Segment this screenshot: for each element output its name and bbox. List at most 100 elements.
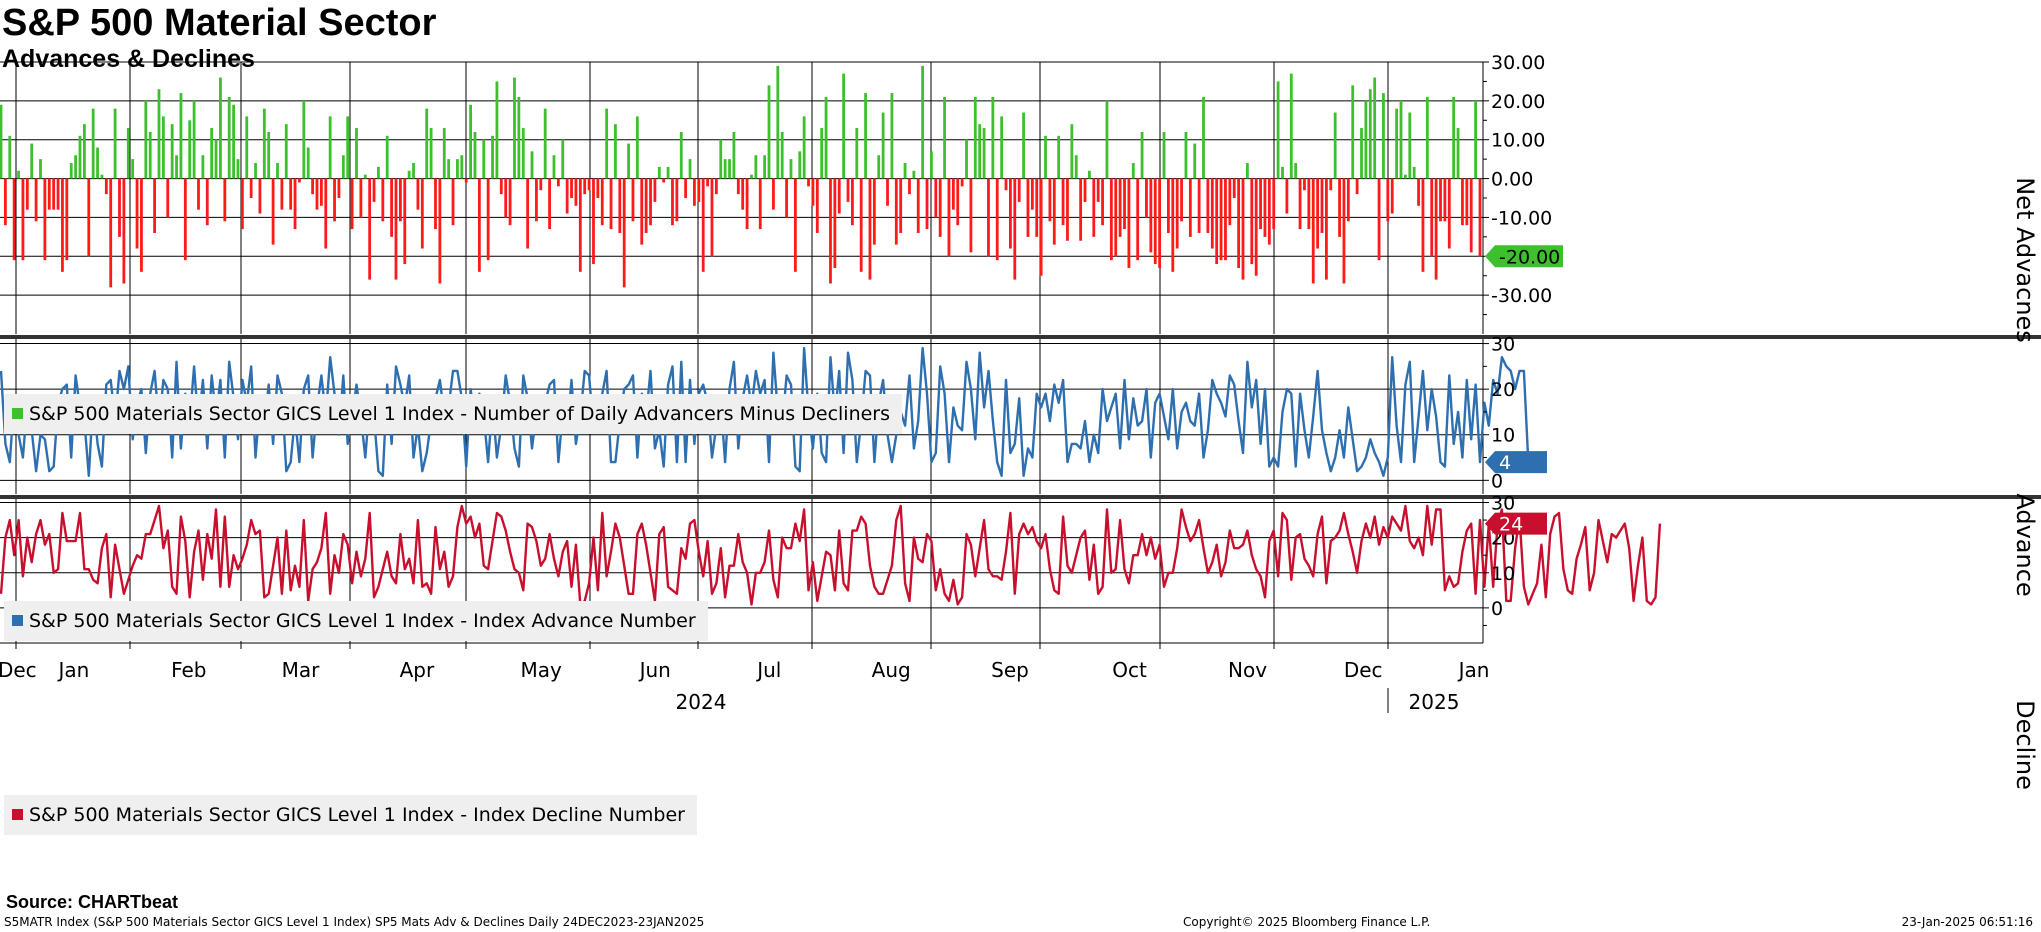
x-month-label: Mar bbox=[282, 658, 321, 682]
net-bar-positive bbox=[1412, 166, 1416, 179]
y-tick-label: 20 bbox=[1491, 379, 1515, 401]
x-month-label: Oct bbox=[1112, 658, 1147, 682]
net-bar-negative bbox=[684, 178, 688, 198]
net-bar-positive bbox=[1289, 73, 1293, 179]
net-bar-negative bbox=[758, 178, 762, 230]
net-bar-positive bbox=[1057, 135, 1061, 179]
net-bar-positive bbox=[39, 159, 42, 179]
net-bar-positive bbox=[1281, 166, 1284, 179]
net-bar-positive bbox=[561, 139, 565, 179]
axis-layer: Net Advacnes Advance Decline 30.00 20.00 1… bbox=[0, 52, 2039, 790]
net-bar-positive bbox=[456, 159, 459, 179]
net-bar-negative bbox=[1035, 178, 1039, 237]
footer-timestamp: 23-Jan-2025 06:51:16 bbox=[1901, 915, 2033, 929]
net-bar-negative bbox=[1066, 178, 1069, 241]
net-bar-negative bbox=[592, 178, 595, 265]
net-bar-negative bbox=[1237, 178, 1241, 268]
net-bar-positive bbox=[1351, 85, 1355, 179]
net-bar-negative bbox=[1241, 178, 1245, 280]
net-bar-positive bbox=[820, 128, 824, 179]
net-bar-positive bbox=[346, 116, 350, 179]
net-bar-positive bbox=[973, 96, 977, 179]
net-bar-positive bbox=[750, 174, 753, 179]
net-bar-negative bbox=[1461, 178, 1464, 226]
net-bar-negative bbox=[548, 178, 551, 230]
net-bar-negative bbox=[1206, 178, 1210, 233]
net-panel-ylabel: Net Advacnes bbox=[2011, 177, 2039, 343]
x-year-label: 2025 bbox=[1409, 690, 1460, 714]
net-bar-negative bbox=[631, 178, 635, 222]
net-bar-positive bbox=[473, 131, 477, 179]
net-bar-positive bbox=[978, 124, 982, 179]
net-bar-negative bbox=[600, 178, 604, 226]
net-bar-positive bbox=[789, 159, 793, 179]
net-bar-positive bbox=[921, 65, 925, 179]
y-tick-label: 0 bbox=[1491, 598, 1503, 620]
y-tick-label: -10.00 bbox=[1491, 207, 1552, 229]
net-bar-positive bbox=[267, 131, 271, 179]
x-month-label: Jan bbox=[57, 658, 90, 682]
net-legend: S&P 500 Materials Sector GICS Level 1 In… bbox=[4, 394, 903, 434]
net-bar-negative bbox=[1338, 178, 1341, 237]
net-bar-positive bbox=[1202, 96, 1205, 179]
net-bar-positive bbox=[482, 139, 486, 179]
net-bar-positive bbox=[8, 135, 12, 179]
net-bar-negative bbox=[987, 178, 990, 257]
net-bar-negative bbox=[1188, 178, 1192, 237]
net-bar-negative bbox=[570, 178, 573, 198]
net-bar-negative bbox=[1307, 178, 1311, 230]
net-bar-positive bbox=[91, 108, 95, 179]
net-bar-negative bbox=[12, 178, 16, 261]
net-bar-negative bbox=[1197, 178, 1201, 233]
net-bar-positive bbox=[1333, 112, 1337, 179]
net-legend-label: S&P 500 Materials Sector GICS Level 1 In… bbox=[29, 403, 891, 425]
net-bar-negative bbox=[381, 178, 385, 222]
net-bar-negative bbox=[535, 178, 538, 222]
x-month-label: Jul bbox=[755, 658, 781, 682]
advance-series-line bbox=[0, 346, 1530, 477]
net-bar-negative bbox=[464, 178, 468, 183]
net-bar-positive bbox=[377, 166, 380, 179]
net-bar-negative bbox=[947, 178, 951, 257]
net-bar-positive bbox=[1162, 131, 1166, 179]
net-bar-positive bbox=[74, 155, 78, 179]
net-bar-positive bbox=[100, 174, 104, 179]
net-bar-negative bbox=[87, 178, 91, 257]
net-bar-negative bbox=[1123, 178, 1126, 230]
net-bar-positive bbox=[943, 96, 946, 179]
net-bar-negative bbox=[1048, 178, 1052, 222]
net-bar-negative bbox=[394, 178, 398, 280]
net-bar-positive bbox=[798, 151, 802, 179]
net-bar-negative bbox=[1026, 178, 1030, 237]
net-bar-positive bbox=[460, 155, 464, 179]
net-bar-negative bbox=[289, 178, 293, 210]
net-bar-negative bbox=[1180, 178, 1183, 222]
net-bar-positive bbox=[1044, 135, 1047, 179]
net-bar-positive bbox=[192, 100, 196, 179]
net-bar-negative bbox=[3, 178, 7, 226]
net-bar-positive bbox=[219, 77, 222, 179]
net-bar-negative bbox=[1250, 178, 1254, 265]
net-bar-negative bbox=[21, 178, 25, 261]
net-bar-positive bbox=[855, 128, 859, 179]
net-bar-positive bbox=[614, 124, 617, 179]
net-bar-negative bbox=[1013, 178, 1017, 280]
net-bar-positive bbox=[521, 128, 525, 179]
net-bar-negative bbox=[1439, 178, 1442, 222]
net-bar-negative bbox=[693, 178, 696, 206]
net-bar-positive bbox=[355, 128, 358, 179]
net-bar-negative bbox=[324, 178, 328, 249]
net-bar-negative bbox=[1377, 178, 1381, 261]
net-bar-positive bbox=[1276, 81, 1280, 179]
net-bar-positive bbox=[1131, 163, 1135, 179]
net-bar-positive bbox=[1364, 100, 1368, 179]
panel-separator bbox=[0, 495, 2041, 499]
net-bar-positive bbox=[543, 108, 547, 179]
net-bar-negative bbox=[1149, 178, 1153, 253]
net-bar-positive bbox=[930, 151, 933, 179]
net-bar-positive bbox=[1360, 128, 1363, 179]
net-bar-positive bbox=[877, 155, 881, 179]
net-bar-negative bbox=[1061, 178, 1065, 226]
decline-series-line bbox=[0, 504, 1662, 606]
advance-last-value-tag bbox=[1485, 451, 1547, 474]
